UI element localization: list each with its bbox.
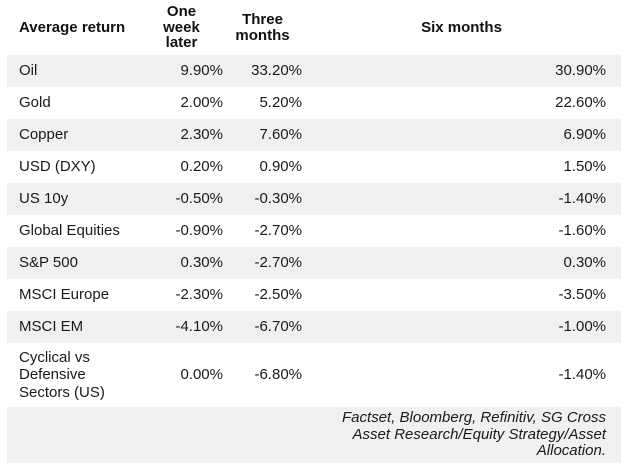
- cell-one-week-later: 0.20%: [180, 158, 223, 176]
- table-row: MSCI EM -4.10% -6.70% -1.00%: [7, 311, 621, 343]
- cell-six-months: 22.60%: [555, 94, 606, 112]
- column-header-label: Average return: [19, 18, 126, 36]
- cell-six-months: -1.00%: [558, 318, 606, 336]
- cell-one-week-later: 2.00%: [180, 94, 223, 112]
- table-footer: Factset, Bloomberg, Refinitiv, SG Cross …: [7, 406, 621, 463]
- cell-three-months: -6.80%: [254, 366, 302, 384]
- cell-six-months: -1.60%: [558, 222, 606, 240]
- column-header-one-week-later: One week later: [140, 2, 223, 52]
- table-row: Gold 2.00% 5.20% 22.60%: [7, 87, 621, 119]
- table-header-row: Average return One week later Three mont…: [7, 0, 621, 55]
- table-row: MSCI Europe -2.30% -2.50% -3.50%: [7, 279, 621, 311]
- cell-six-months: 30.90%: [555, 62, 606, 80]
- cell-three-months: 7.60%: [259, 126, 302, 144]
- cell-one-week-later: -0.90%: [175, 222, 223, 240]
- row-label: Gold: [19, 94, 51, 112]
- row-label: Oil: [19, 62, 38, 80]
- cell-six-months: -1.40%: [558, 190, 606, 208]
- table-row: Global Equities -0.90% -2.70% -1.60%: [7, 215, 621, 247]
- cell-three-months: -2.50%: [254, 286, 302, 304]
- column-header-average-return: Average return: [7, 18, 140, 36]
- row-label: Cyclical vs Defensive Sectors (US): [19, 349, 105, 401]
- cell-three-months: 33.20%: [251, 62, 302, 80]
- cell-one-week-later: 9.90%: [180, 62, 223, 80]
- row-label: MSCI EM: [19, 318, 84, 336]
- column-header-three-months: Three months: [223, 10, 302, 44]
- column-header-six-months: Six months: [302, 18, 621, 36]
- row-label: S&P 500: [19, 254, 78, 272]
- cell-one-week-later: -4.10%: [175, 318, 223, 336]
- cell-one-week-later: 0.00%: [180, 366, 223, 384]
- cell-three-months: -2.70%: [254, 222, 302, 240]
- cell-one-week-later: 0.30%: [180, 254, 223, 272]
- table-row: Oil 9.90% 33.20% 30.90%: [7, 55, 621, 87]
- source-note: Factset, Bloomberg, Refinitiv, SG Cross …: [342, 409, 606, 459]
- cell-three-months: -6.70%: [254, 318, 302, 336]
- cell-six-months: -3.50%: [558, 286, 606, 304]
- returns-table: Average return One week later Three mont…: [7, 0, 621, 463]
- table-row: US 10y -0.50% -0.30% -1.40%: [7, 183, 621, 215]
- column-header-label: Three months: [235, 10, 290, 44]
- cell-six-months: -1.40%: [558, 366, 606, 384]
- column-header-label: Six months: [421, 18, 502, 36]
- cell-one-week-later: -0.50%: [175, 190, 223, 208]
- row-label: Copper: [19, 126, 69, 144]
- cell-one-week-later: 2.30%: [180, 126, 223, 144]
- row-label: MSCI Europe: [19, 286, 110, 304]
- row-label: USD (DXY): [19, 158, 96, 176]
- cell-six-months: 1.50%: [563, 158, 606, 176]
- row-label: Global Equities: [19, 222, 120, 240]
- row-label: US 10y: [19, 190, 69, 208]
- column-header-label: One week later: [163, 2, 200, 52]
- cell-six-months: 0.30%: [563, 254, 606, 272]
- table-row: S&P 500 0.30% -2.70% 0.30%: [7, 247, 621, 279]
- table-row: USD (DXY) 0.20% 0.90% 1.50%: [7, 151, 621, 183]
- table-row: Cyclical vs Defensive Sectors (US) 0.00%…: [7, 343, 621, 407]
- table-rows: Oil 9.90% 33.20% 30.90% Gold 2.00% 5.20%…: [7, 55, 621, 407]
- cell-three-months: -2.70%: [254, 254, 302, 272]
- cell-three-months: 0.90%: [259, 158, 302, 176]
- cell-one-week-later: -2.30%: [175, 286, 223, 304]
- table-row: Copper 2.30% 7.60% 6.90%: [7, 119, 621, 151]
- cell-six-months: 6.90%: [563, 126, 606, 144]
- cell-three-months: 5.20%: [259, 94, 302, 112]
- cell-three-months: -0.30%: [254, 190, 302, 208]
